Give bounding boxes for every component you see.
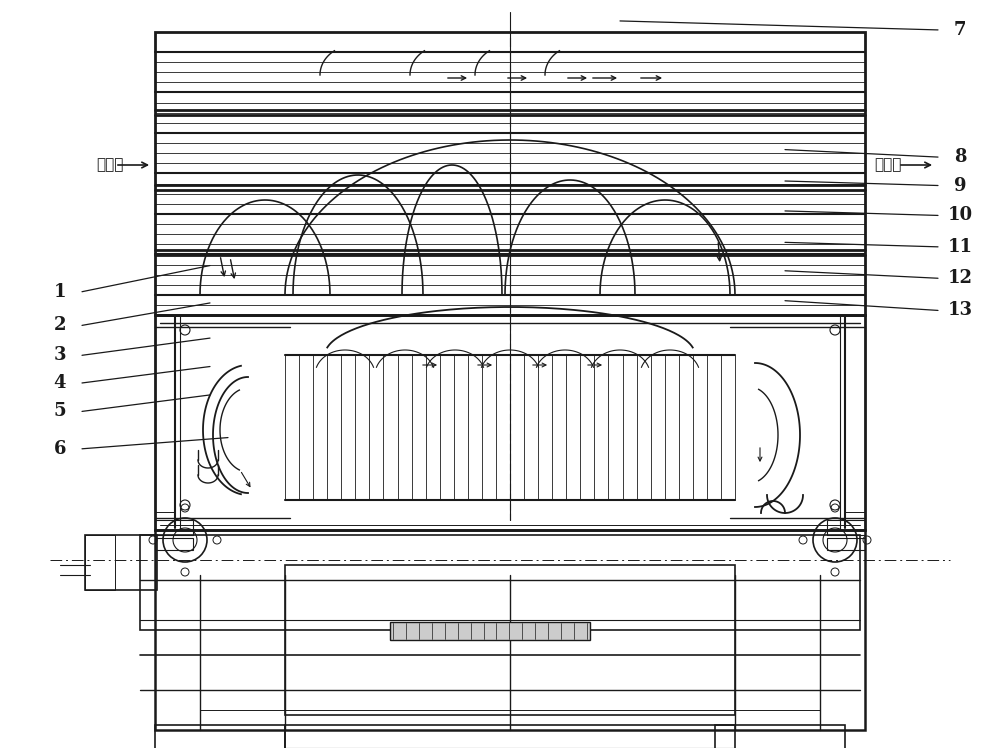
Bar — [140, 535, 860, 630]
Text: 进风口: 进风口 — [96, 158, 124, 173]
Bar — [155, 520, 193, 535]
Bar — [827, 520, 865, 535]
Text: 10: 10 — [947, 206, 973, 224]
Text: 6: 6 — [54, 440, 66, 458]
Bar — [390, 622, 590, 640]
Bar — [155, 530, 865, 730]
Bar — [285, 565, 735, 715]
Text: 3: 3 — [54, 346, 66, 364]
Bar — [155, 315, 865, 530]
Text: 9: 9 — [954, 177, 966, 194]
Bar — [845, 512, 865, 520]
Bar — [827, 538, 865, 550]
Text: 4: 4 — [54, 374, 66, 392]
Text: 8: 8 — [954, 148, 966, 166]
Text: 7: 7 — [954, 21, 966, 39]
Bar — [85, 535, 157, 590]
Bar — [285, 725, 735, 748]
Bar — [155, 538, 193, 550]
Bar — [155, 512, 175, 520]
Bar — [715, 725, 845, 748]
Text: 13: 13 — [948, 301, 972, 319]
Text: 出风口: 出风口 — [874, 158, 902, 173]
Text: 12: 12 — [948, 269, 972, 287]
Text: 2: 2 — [54, 316, 66, 334]
Bar — [155, 725, 285, 748]
Text: 5: 5 — [54, 402, 66, 420]
Bar — [85, 535, 115, 590]
Bar — [155, 32, 865, 315]
Text: 1: 1 — [54, 283, 66, 301]
Text: 11: 11 — [948, 238, 972, 256]
